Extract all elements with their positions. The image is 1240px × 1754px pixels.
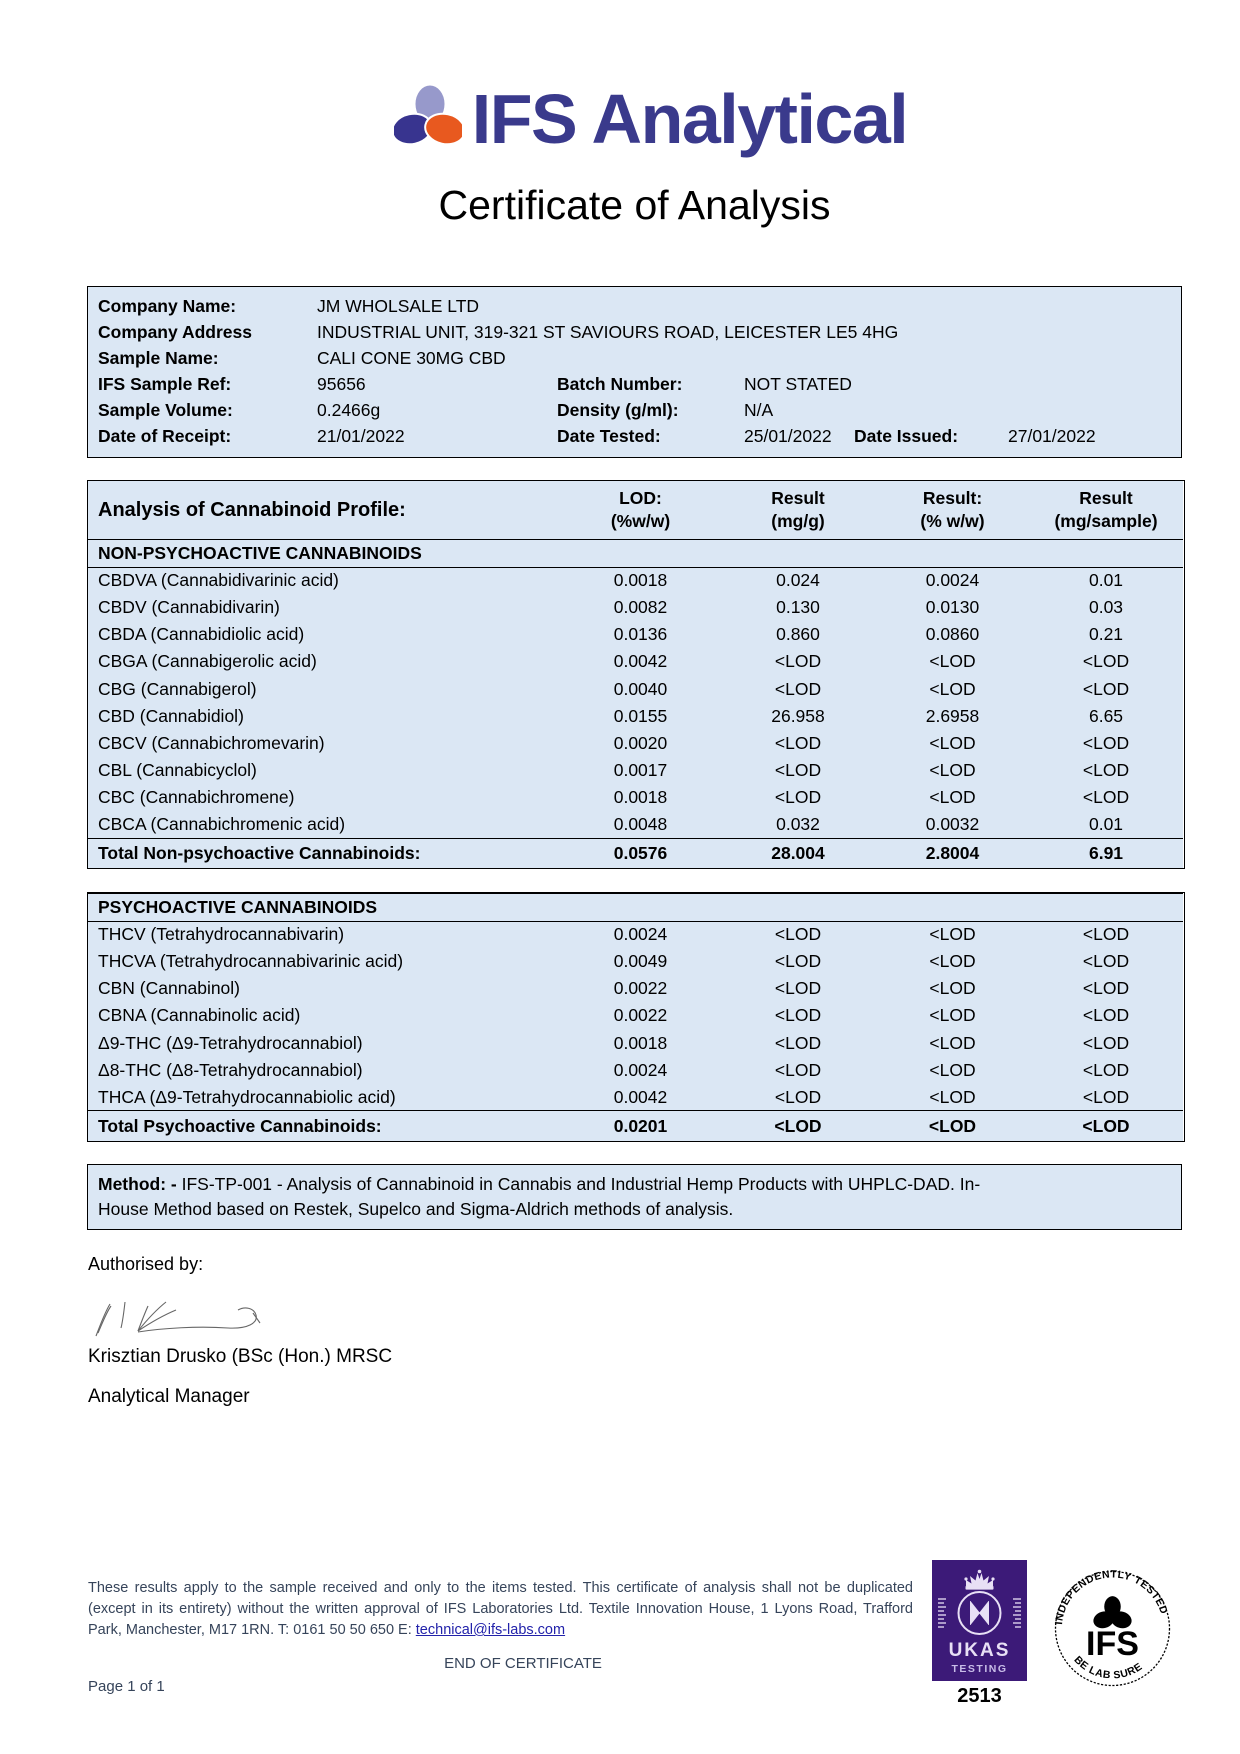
svg-text:IFS: IFS: [1086, 1625, 1139, 1663]
svg-text:UKAS: UKAS: [949, 1640, 1011, 1661]
svg-text:TESTING: TESTING: [951, 1663, 1007, 1675]
